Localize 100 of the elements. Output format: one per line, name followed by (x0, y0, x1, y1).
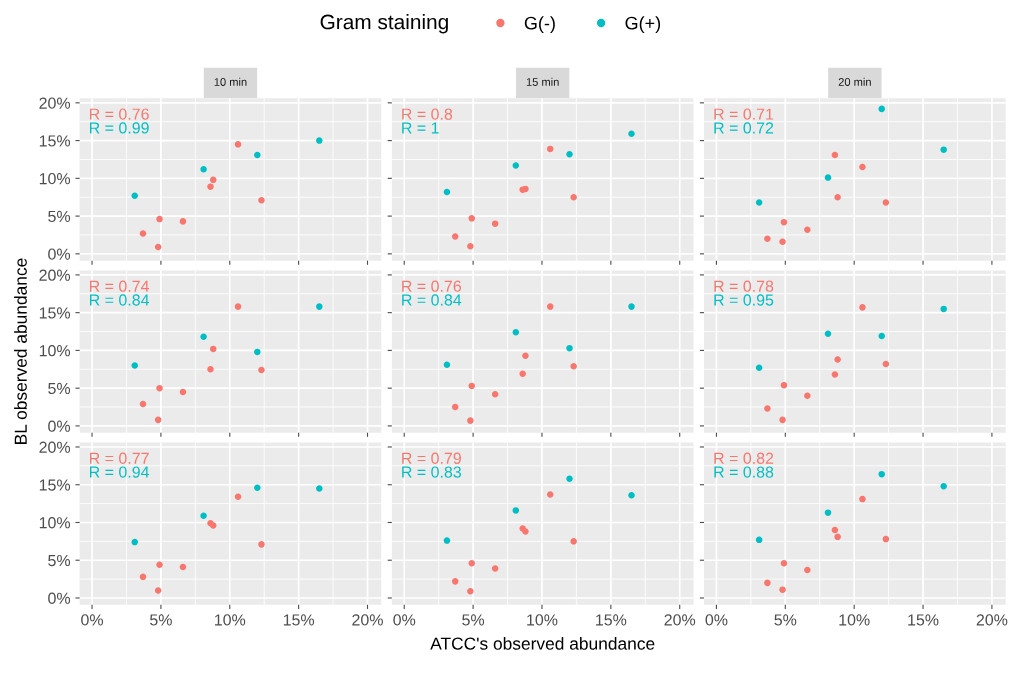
point (764, 579, 771, 587)
point (940, 482, 947, 490)
point (878, 470, 885, 478)
legend-label: G(-) (524, 16, 555, 34)
y-tick-label: 15% (39, 479, 71, 491)
annotation: R = 0.99 (90, 122, 149, 134)
point (254, 151, 261, 159)
point (546, 303, 554, 310)
y-tick-label: 0% (48, 420, 71, 432)
point (566, 475, 573, 482)
point (451, 233, 459, 240)
point (443, 361, 451, 369)
point (570, 538, 577, 545)
annotation: R = 0.76 (90, 108, 149, 120)
point (179, 563, 187, 571)
point (834, 356, 841, 363)
point (570, 193, 577, 201)
point (443, 188, 451, 196)
point (179, 218, 187, 225)
point (804, 226, 811, 233)
point (831, 151, 839, 159)
x-tick-label: 5% (462, 614, 485, 626)
point (546, 145, 554, 153)
x-tick-label: 20% (352, 614, 383, 626)
point (779, 416, 786, 424)
point (468, 559, 475, 567)
point (779, 586, 786, 593)
y-tick-label: 10% (39, 345, 71, 357)
point (258, 541, 265, 548)
x-tick-label: 20% (664, 614, 696, 626)
point (139, 230, 147, 237)
point (154, 243, 162, 251)
annotation: R = 0.72 (714, 122, 774, 134)
point (451, 578, 459, 585)
point (156, 384, 163, 392)
point (234, 141, 242, 148)
annotation: R = 0.94 (90, 466, 150, 478)
point (156, 215, 163, 223)
point (834, 193, 841, 201)
point (570, 363, 577, 370)
y-tick-label: 20% (39, 269, 71, 281)
point (209, 176, 217, 184)
annotation: R = 0.84 (90, 294, 150, 306)
point (154, 416, 162, 424)
point (882, 535, 890, 543)
y-tick-label: 0% (48, 248, 71, 260)
point (491, 565, 499, 572)
x-tick-label: 15% (908, 614, 939, 626)
point (139, 400, 147, 408)
point (628, 303, 635, 310)
point (258, 196, 265, 204)
y-tick-label: 10% (39, 172, 71, 185)
x-tick-label: 0% (393, 614, 416, 626)
point (859, 163, 866, 171)
point (179, 388, 187, 396)
point (566, 344, 573, 352)
point (764, 235, 771, 242)
point (834, 533, 841, 541)
annotation: R = 0.77 (90, 452, 149, 464)
point (824, 509, 832, 516)
y-axis-title: BL observed abundance (14, 258, 27, 444)
point (234, 493, 242, 501)
annotation: R = 1 (402, 122, 439, 134)
annotation: R = 0.95 (714, 294, 774, 306)
point (468, 382, 475, 390)
point (824, 330, 832, 338)
point (882, 360, 890, 368)
point (209, 345, 217, 353)
annotation: R = 0.84 (402, 294, 462, 306)
point (491, 390, 499, 398)
point (859, 495, 866, 503)
x-tick-label: 10% (839, 614, 870, 626)
point (200, 333, 207, 341)
point (467, 417, 474, 424)
point (824, 174, 832, 181)
point (512, 329, 520, 336)
point (755, 536, 763, 544)
x-tick-label: 0% (81, 614, 104, 626)
annotation: R = 0.8 (402, 108, 453, 120)
x-tick-label: 10% (215, 614, 246, 626)
point (804, 392, 811, 399)
point (764, 405, 771, 412)
point (831, 526, 839, 534)
annotation: R = 0.78 (714, 280, 774, 292)
chart-title: 20 min (838, 77, 871, 86)
point (628, 492, 635, 499)
y-tick-label: 5% (48, 382, 71, 395)
point (467, 243, 474, 250)
point (512, 507, 520, 514)
point (831, 371, 839, 378)
point (878, 332, 885, 340)
point (882, 199, 890, 206)
x-tick-label: 15% (596, 614, 627, 626)
point (139, 573, 147, 581)
point (522, 352, 529, 359)
point (316, 485, 323, 492)
annotation: R = 0.79 (402, 452, 461, 464)
annotation: R = 0.82 (714, 452, 774, 464)
point (755, 364, 763, 372)
point (234, 303, 242, 310)
